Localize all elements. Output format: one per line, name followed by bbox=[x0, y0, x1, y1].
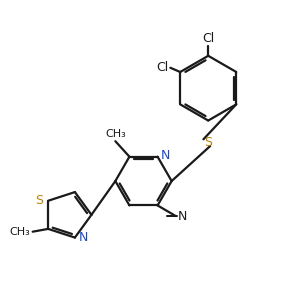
Text: S: S bbox=[204, 136, 212, 149]
Text: N: N bbox=[78, 231, 88, 244]
Text: CH₃: CH₃ bbox=[105, 129, 126, 139]
Text: CH₃: CH₃ bbox=[9, 227, 30, 237]
Text: N: N bbox=[161, 149, 170, 162]
Text: N: N bbox=[178, 210, 187, 223]
Text: Cl: Cl bbox=[156, 61, 168, 74]
Text: Cl: Cl bbox=[202, 32, 214, 45]
Text: S: S bbox=[35, 194, 43, 207]
